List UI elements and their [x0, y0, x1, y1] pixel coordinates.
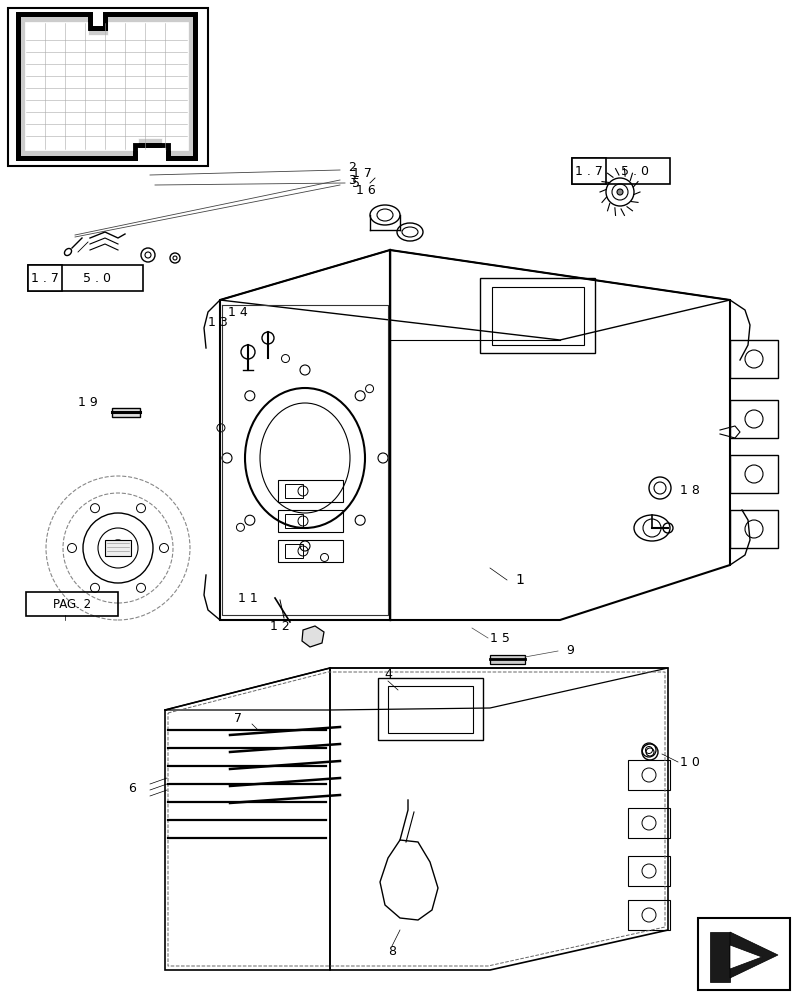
- Text: 1 1: 1 1: [238, 591, 258, 604]
- Bar: [8, 8, 208, 166]
- Text: 1 7: 1 7: [352, 167, 371, 180]
- Bar: [277, 480, 342, 502]
- Text: 1 2: 1 2: [270, 619, 290, 632]
- Text: 1 3: 1 3: [208, 316, 228, 328]
- Bar: [285, 514, 303, 528]
- Polygon shape: [709, 932, 729, 982]
- Circle shape: [109, 540, 126, 556]
- Bar: [388, 686, 473, 733]
- Text: 5: 5: [351, 177, 359, 190]
- Text: 1 . 7: 1 . 7: [574, 165, 603, 178]
- Text: 2: 2: [348, 161, 355, 174]
- Bar: [285, 484, 303, 498]
- Bar: [28, 265, 62, 291]
- Text: 1 4: 1 4: [228, 306, 247, 318]
- Bar: [479, 278, 594, 353]
- Text: 6: 6: [128, 782, 135, 794]
- Polygon shape: [18, 14, 195, 158]
- Bar: [627, 760, 669, 790]
- Text: 8: 8: [388, 945, 396, 958]
- Bar: [277, 510, 342, 532]
- Polygon shape: [729, 932, 777, 978]
- Polygon shape: [729, 945, 761, 969]
- Bar: [729, 340, 777, 378]
- Bar: [112, 408, 139, 417]
- Bar: [489, 655, 525, 664]
- Text: 5 . 0: 5 . 0: [620, 165, 648, 178]
- Text: PAG. 2: PAG. 2: [53, 597, 91, 610]
- Bar: [729, 455, 777, 493]
- Text: 1 6: 1 6: [356, 184, 375, 197]
- Bar: [697, 918, 789, 990]
- Bar: [26, 592, 118, 616]
- Text: 1 8: 1 8: [680, 484, 699, 496]
- Bar: [627, 856, 669, 886]
- Text: 7: 7: [234, 711, 242, 724]
- Bar: [571, 158, 605, 184]
- Circle shape: [616, 189, 622, 195]
- Text: 1 9: 1 9: [78, 395, 98, 408]
- Bar: [28, 265, 143, 291]
- Text: 3: 3: [348, 174, 355, 187]
- Text: 1 . 7: 1 . 7: [31, 271, 59, 284]
- Bar: [571, 158, 669, 184]
- Bar: [627, 900, 669, 930]
- Bar: [627, 808, 669, 838]
- Bar: [277, 540, 342, 562]
- Bar: [729, 510, 777, 548]
- Bar: [491, 287, 583, 345]
- Text: 5 . 0: 5 . 0: [83, 271, 111, 284]
- Text: 1 5: 1 5: [490, 632, 509, 644]
- Polygon shape: [25, 22, 188, 150]
- Bar: [105, 540, 131, 556]
- Text: 4: 4: [384, 668, 392, 682]
- Text: 9: 9: [565, 644, 573, 656]
- Bar: [285, 544, 303, 558]
- Text: 1 0: 1 0: [680, 756, 699, 768]
- Bar: [378, 678, 483, 740]
- Bar: [729, 400, 777, 438]
- Polygon shape: [302, 626, 324, 647]
- Text: 1: 1: [515, 573, 524, 587]
